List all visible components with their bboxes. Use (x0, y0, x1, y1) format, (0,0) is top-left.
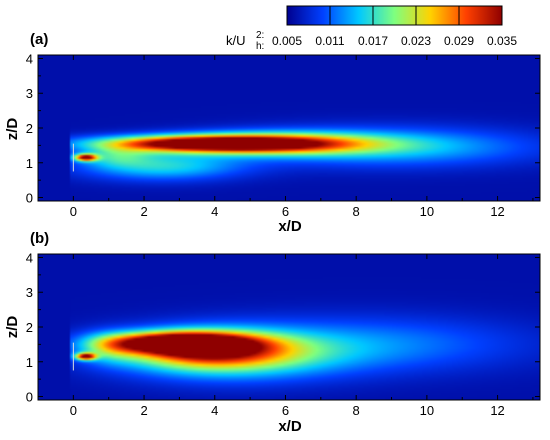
colorbar-tick: 0.035 (487, 34, 517, 48)
y-tick-label: 3 (26, 86, 33, 101)
y-axis-label-a: z/D (4, 118, 21, 141)
x-tick-label: 12 (490, 403, 504, 418)
x-tick-label: 0 (70, 204, 77, 219)
x-tick-label: 12 (490, 204, 504, 219)
heatmap-field (38, 254, 540, 400)
y-tick-label: 2 (26, 121, 33, 136)
x-tick-label: 2 (140, 403, 147, 418)
x-tick-label: 0 (70, 403, 77, 418)
y-tick-label: 3 (26, 285, 33, 300)
y-tick-label: 4 (26, 51, 33, 66)
y-tick-label: 0 (26, 191, 33, 206)
y-tick-label: 4 (26, 250, 33, 265)
y-tick-label: 2 (26, 320, 33, 335)
y-tick-label: 1 (26, 156, 33, 171)
panel-label-a: (a) (30, 31, 48, 48)
heatmap-field (38, 55, 540, 201)
colorbar: k/U 2: h: 0.005 0.011 0.017 0.023 0.029 … (226, 5, 517, 52)
colorbar-tick: 0.029 (444, 34, 474, 48)
colorbar-tick: 0.023 (401, 34, 431, 48)
colorbar-label-sup: 2: (256, 30, 264, 41)
x-tick-label: 10 (420, 204, 434, 219)
colorbar-tick: 0.017 (358, 34, 388, 48)
panel-label-b: (b) (30, 230, 49, 247)
colorbar-tick: 0.011 (315, 34, 344, 48)
y-tick-label: 1 (26, 355, 33, 370)
y-axis-label-b: z/D (4, 316, 21, 339)
colorbar-dividers (329, 6, 460, 25)
x-tick-label: 4 (211, 204, 218, 219)
x-tick-label: 6 (282, 403, 289, 418)
y-tick-label: 0 (26, 390, 33, 405)
x-tick-label: 6 (282, 204, 289, 219)
x-axis-label-a: x/D (278, 218, 302, 235)
x-axis-label-b: x/D (278, 418, 302, 435)
colorbar-bar (286, 5, 503, 26)
colorbar-label: k/U (226, 33, 246, 48)
x-tick-label: 8 (353, 403, 360, 418)
x-tick-label: 10 (420, 403, 434, 418)
colorbar-tick: 0.005 (272, 34, 302, 48)
x-tick-label: 2 (140, 204, 147, 219)
colorbar-label-sub: h: (256, 41, 264, 52)
x-tick-label: 4 (211, 403, 218, 418)
x-tick-label: 8 (353, 204, 360, 219)
